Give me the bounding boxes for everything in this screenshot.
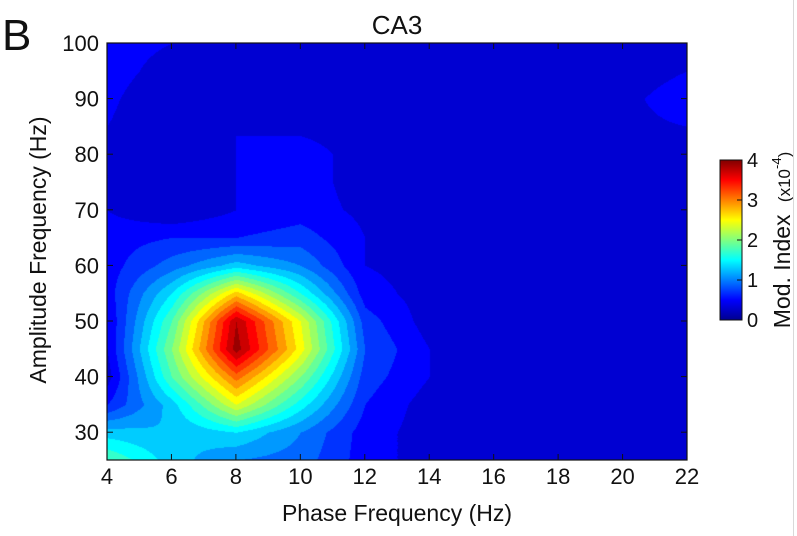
colorbar-tick-label: 0 <box>747 310 758 332</box>
x-tick-label: 14 <box>417 464 441 489</box>
x-tick-label: 8 <box>230 464 242 489</box>
colorbar-scale-close: ) <box>775 152 794 158</box>
heatmap-canvas <box>107 43 687 460</box>
plot-frame <box>106 42 688 461</box>
y-tick-label: 90 <box>75 87 99 112</box>
colorbar-tick-label: 4 <box>747 150 758 172</box>
x-tick-label: 6 <box>165 464 177 489</box>
y-tick-label: 80 <box>75 142 99 167</box>
panel-letter: B <box>2 11 31 60</box>
x-tick-label: 18 <box>546 464 570 489</box>
y-tick-label: 60 <box>75 253 99 278</box>
colorbar: 0 1 2 3 4 Mod. Index (x10-4) <box>719 150 795 332</box>
x-tick-label: 4 <box>101 464 113 489</box>
colorbar-scale-base: (x10 <box>775 169 794 202</box>
x-tick-label: 16 <box>481 464 505 489</box>
colorbar-tick-label: 2 <box>747 230 758 252</box>
x-axis-label: Phase Frequency (Hz) <box>282 500 512 526</box>
x-tick-label: 10 <box>288 464 312 489</box>
y-axis-ticks: 30 40 50 60 70 80 90 100 <box>62 31 687 445</box>
x-axis-ticks: 4 6 8 10 12 14 16 18 20 22 <box>101 43 699 489</box>
y-axis-label: Amplitude Frequency (Hz) <box>25 116 51 383</box>
colorbar-label-text: Mod. Index <box>769 214 795 328</box>
colorbar-ticks: 0 1 2 3 4 <box>737 150 758 332</box>
x-tick-label: 12 <box>353 464 377 489</box>
y-tick-label: 70 <box>75 198 99 223</box>
page-edge-rule <box>793 0 794 536</box>
x-tick-label: 20 <box>610 464 634 489</box>
colorbar-label: Mod. Index (x10-4) <box>769 152 795 329</box>
colorbar-tick-label: 1 <box>747 270 758 292</box>
chart-title: CA3 <box>372 10 423 40</box>
y-tick-label: 30 <box>75 420 99 445</box>
colorbar-scale-exponent: -4 <box>769 157 784 169</box>
heatmap-plot-area <box>107 43 687 460</box>
y-tick-label: 100 <box>62 31 99 56</box>
y-tick-label: 50 <box>75 309 99 334</box>
colorbar-tick-label: 3 <box>747 190 758 212</box>
x-tick-label: 22 <box>675 464 699 489</box>
y-tick-label: 40 <box>75 365 99 390</box>
